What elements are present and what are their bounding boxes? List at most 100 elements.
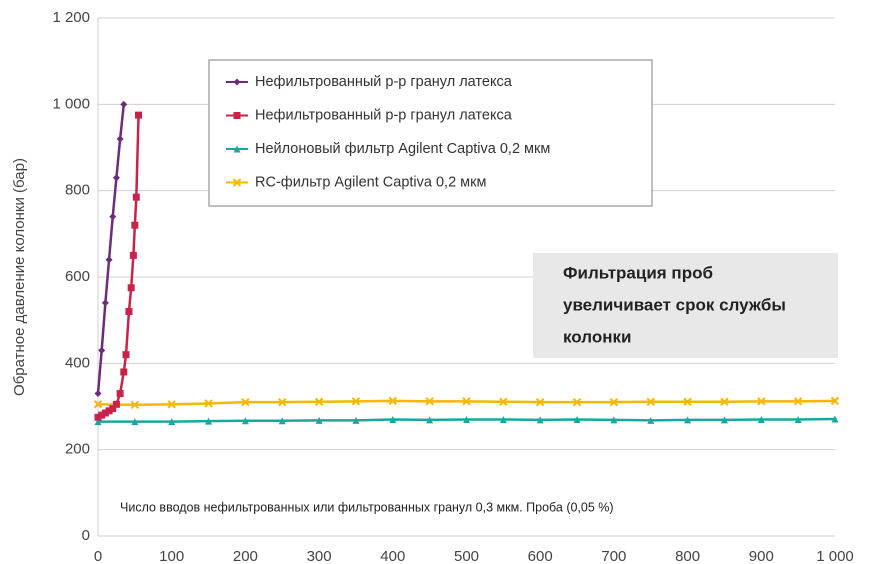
marker bbox=[610, 416, 618, 424]
marker bbox=[314, 397, 324, 406]
marker bbox=[757, 397, 766, 406]
marker bbox=[389, 415, 397, 423]
x-tick-label: 100 bbox=[159, 548, 184, 564]
legend-label: Нефильтрованный р-р гранул латекса bbox=[255, 107, 513, 123]
marker bbox=[129, 251, 137, 259]
y-tick-label: 0 bbox=[82, 527, 90, 544]
marker bbox=[94, 390, 102, 398]
marker bbox=[204, 399, 213, 408]
marker bbox=[352, 416, 360, 424]
marker bbox=[93, 400, 103, 409]
marker bbox=[233, 78, 241, 86]
marker bbox=[830, 396, 840, 406]
marker bbox=[647, 416, 655, 424]
marker bbox=[609, 397, 619, 407]
marker bbox=[572, 397, 582, 407]
marker bbox=[98, 346, 106, 354]
legend-box bbox=[208, 59, 653, 207]
marker bbox=[101, 299, 109, 307]
marker bbox=[132, 193, 140, 201]
y-tick-label: 1 200 bbox=[52, 9, 90, 26]
annotation-line: увеличивает срок службы bbox=[563, 295, 786, 314]
y-tick-label: 1 000 bbox=[52, 95, 90, 112]
x-tick-label: 800 bbox=[675, 548, 700, 564]
x-tick-label: 200 bbox=[233, 548, 258, 564]
x-tick-label: 600 bbox=[528, 548, 553, 564]
legend-label: Нефильтрованный р-р гранул латекса bbox=[255, 74, 513, 90]
x-tick-label: 500 bbox=[454, 548, 479, 564]
marker bbox=[109, 405, 117, 413]
marker bbox=[462, 397, 471, 406]
marker bbox=[167, 400, 176, 409]
marker bbox=[94, 418, 102, 426]
marker bbox=[130, 400, 140, 409]
marker bbox=[388, 396, 398, 406]
marker bbox=[105, 256, 113, 264]
marker bbox=[573, 415, 581, 423]
y-tick-label: 400 bbox=[65, 354, 90, 371]
marker bbox=[116, 390, 124, 398]
marker bbox=[120, 368, 128, 376]
annotation-box bbox=[533, 253, 838, 358]
marker bbox=[757, 415, 765, 423]
marker bbox=[127, 284, 135, 292]
x-tick-label: 300 bbox=[307, 548, 332, 564]
marker bbox=[232, 178, 242, 187]
marker bbox=[233, 112, 241, 119]
marker bbox=[241, 417, 249, 425]
marker bbox=[793, 397, 803, 406]
marker bbox=[131, 221, 139, 229]
marker bbox=[116, 135, 124, 143]
marker bbox=[315, 416, 323, 424]
marker bbox=[684, 416, 692, 424]
marker bbox=[425, 397, 434, 406]
annotation-line: колонки bbox=[563, 327, 631, 346]
marker bbox=[168, 418, 176, 426]
marker bbox=[120, 100, 128, 108]
marker bbox=[536, 416, 544, 424]
marker bbox=[720, 397, 729, 406]
marker bbox=[109, 213, 117, 221]
marker bbox=[463, 415, 470, 423]
marker bbox=[499, 415, 507, 423]
marker bbox=[131, 418, 139, 426]
x-tick-label: 700 bbox=[601, 548, 626, 564]
marker bbox=[646, 397, 655, 406]
marker bbox=[351, 397, 361, 406]
x-tick-label: 900 bbox=[749, 548, 774, 564]
marker bbox=[135, 111, 143, 119]
marker bbox=[112, 400, 120, 408]
legend-label: RC-фильтр Agilent Captiva 0,2 мкм bbox=[255, 174, 486, 190]
marker bbox=[94, 413, 102, 421]
legend: Нефильтрованный р-р гранул латекса Нефиль… bbox=[208, 59, 653, 207]
marker bbox=[122, 351, 130, 359]
series-line bbox=[96, 104, 126, 394]
annotation-line: Фильтрация проб bbox=[563, 263, 713, 282]
x-axis-note: Число вводов нефильтрованных или фильтро… bbox=[120, 500, 614, 514]
y-tick-label: 600 bbox=[65, 268, 90, 285]
marker bbox=[535, 397, 545, 407]
marker bbox=[831, 415, 839, 423]
marker bbox=[499, 397, 508, 406]
x-tick-label: 1 000 bbox=[816, 548, 854, 564]
marker bbox=[794, 415, 802, 423]
marker bbox=[205, 417, 213, 425]
marker bbox=[105, 407, 113, 415]
marker bbox=[98, 411, 106, 419]
y-tick-label: 800 bbox=[65, 182, 90, 199]
marker bbox=[720, 416, 728, 424]
marker bbox=[426, 416, 434, 424]
marker bbox=[112, 174, 120, 182]
marker bbox=[125, 308, 133, 316]
x-tick-label: 0 bbox=[94, 548, 102, 564]
marker bbox=[241, 397, 250, 407]
marker bbox=[683, 397, 692, 406]
legend-label: Нейлоновый фильтр Agilent Captiva 0,2 мк… bbox=[255, 141, 550, 157]
marker bbox=[278, 397, 287, 407]
marker bbox=[278, 417, 286, 425]
y-tick-label: 200 bbox=[65, 441, 90, 458]
y-axis-label: Обратное давление колонки (бар) bbox=[11, 158, 28, 396]
marker bbox=[233, 145, 241, 153]
marker bbox=[101, 409, 109, 417]
